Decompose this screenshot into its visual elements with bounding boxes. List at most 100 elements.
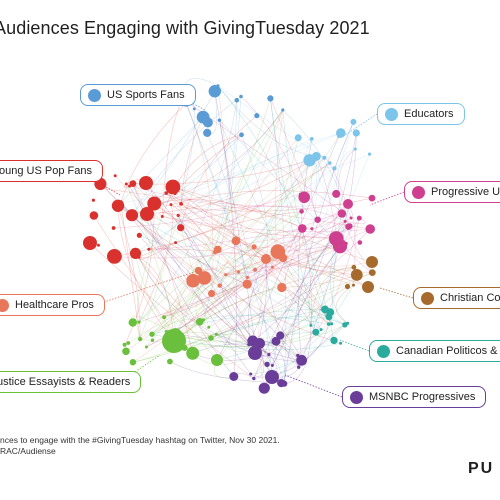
network-edge xyxy=(338,148,356,214)
network-edge xyxy=(219,120,322,330)
label-connector xyxy=(284,374,343,398)
cluster-label-text: US Sports Fans xyxy=(107,89,185,101)
network-node xyxy=(314,216,321,223)
cluster-label-healthcare-pros[interactable]: Healthcare Pros xyxy=(0,294,105,316)
network-edge xyxy=(225,243,339,275)
network-edge xyxy=(170,204,227,275)
network-edge xyxy=(175,100,238,335)
network-edge xyxy=(176,217,352,332)
network-node xyxy=(234,97,240,103)
cluster-label-us-sports-fans[interactable]: US Sports Fans xyxy=(80,84,196,106)
network-node xyxy=(217,118,222,122)
network-node xyxy=(224,273,228,277)
network-edge xyxy=(89,242,254,379)
cluster-label-justice-essayists[interactable]: ustice Essayists & Readers xyxy=(0,371,142,393)
network-edge xyxy=(195,274,226,322)
network-node xyxy=(332,189,341,198)
network-node xyxy=(336,128,346,138)
network-node xyxy=(150,338,155,342)
network-edge xyxy=(210,272,373,339)
label-connector xyxy=(94,269,201,306)
network-edge xyxy=(173,156,317,342)
network-edge xyxy=(178,132,341,216)
network-edge xyxy=(170,204,216,253)
cluster-dot-icon xyxy=(0,298,9,312)
network-node xyxy=(111,226,116,230)
network-edge xyxy=(282,109,329,325)
network-node xyxy=(349,216,353,220)
network-node xyxy=(347,223,353,229)
network-node xyxy=(365,224,376,234)
network-edge xyxy=(253,246,373,267)
network-node xyxy=(164,191,168,195)
network-node xyxy=(167,358,173,365)
network-edge xyxy=(219,120,257,352)
network-node xyxy=(165,179,181,195)
network-edge xyxy=(274,109,284,252)
network-edge xyxy=(217,85,325,158)
cluster-label-christian-con[interactable]: Christian Con xyxy=(413,287,500,309)
network-node xyxy=(353,147,357,151)
network-node xyxy=(126,341,131,345)
network-edge xyxy=(280,121,354,384)
network-edge xyxy=(185,100,214,294)
network-edge xyxy=(166,192,317,333)
cluster-label-text: MSNBC Progressives xyxy=(369,391,476,403)
network-node xyxy=(344,283,351,290)
cluster-label-text: Canadian Politicos & Ne xyxy=(396,345,500,357)
network-edge xyxy=(221,274,249,345)
network-edge xyxy=(166,109,284,332)
network-node xyxy=(352,129,360,137)
label-connector xyxy=(344,113,378,136)
network-edge xyxy=(241,134,268,260)
network-edge xyxy=(135,253,212,339)
network-edge xyxy=(216,334,253,352)
cluster-label-text: Christian Con xyxy=(440,292,500,304)
network-edge xyxy=(175,98,271,335)
cluster-dot-icon xyxy=(377,344,390,358)
cluster-label-progressive-uk[interactable]: Progressive UK A xyxy=(404,181,500,203)
network-node xyxy=(298,224,307,233)
network-node xyxy=(83,236,97,250)
network-edge xyxy=(120,138,312,203)
network-edge xyxy=(173,266,273,342)
network-edge xyxy=(163,266,273,318)
network-edge xyxy=(132,183,239,273)
network-node xyxy=(208,85,221,98)
cluster-label-young-us-pop-fans[interactable]: oung US Pop Fans xyxy=(0,160,103,182)
label-connector xyxy=(119,354,161,383)
network-node xyxy=(328,161,332,165)
network-node xyxy=(351,264,357,270)
network-edge xyxy=(331,213,343,324)
network-edge xyxy=(183,96,248,278)
network-edge xyxy=(297,218,360,356)
network-node xyxy=(214,332,218,336)
network-node xyxy=(343,199,353,209)
cluster-label-msnbc-progressives[interactable]: MSNBC Progressives xyxy=(342,386,487,408)
network-edge xyxy=(166,192,329,325)
network-edge xyxy=(225,213,342,275)
network-edge xyxy=(214,137,299,253)
cluster-label-educators[interactable]: Educators xyxy=(377,103,465,125)
network-edge xyxy=(126,183,177,332)
network-node xyxy=(366,256,378,268)
label-connector xyxy=(379,287,414,299)
network-edge xyxy=(180,203,255,248)
network-node xyxy=(352,283,355,287)
cluster-dot-icon xyxy=(88,88,101,102)
cluster-label-canadian-politicos[interactable]: Canadian Politicos & Ne xyxy=(369,340,500,362)
label-connector xyxy=(339,339,370,352)
network-node xyxy=(128,184,131,188)
network-edge xyxy=(173,267,354,342)
network-node xyxy=(254,113,260,119)
network-node xyxy=(208,289,216,298)
network-node xyxy=(330,322,334,326)
network-node xyxy=(186,273,200,288)
network-edge xyxy=(310,157,325,220)
network-edge xyxy=(179,333,302,361)
network-edge xyxy=(235,156,317,242)
network-edge xyxy=(126,183,349,207)
cluster-dot-icon xyxy=(421,291,434,305)
network-node xyxy=(245,275,249,279)
